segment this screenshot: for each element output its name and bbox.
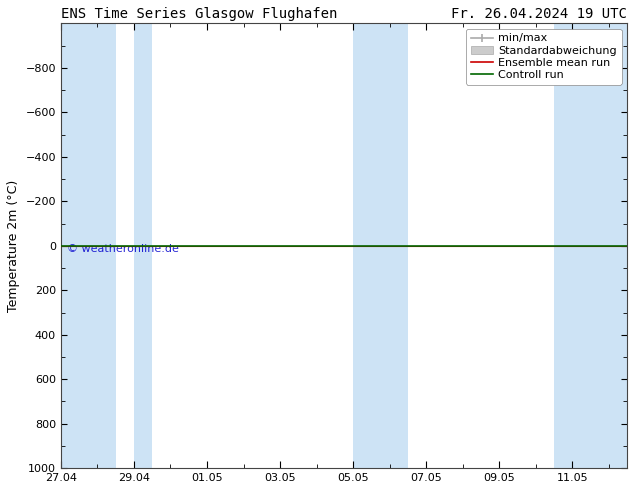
Y-axis label: Temperature 2m (°C): Temperature 2m (°C) xyxy=(7,180,20,312)
Bar xyxy=(353,24,408,468)
Text: Fr. 26.04.2024 19 UTC: Fr. 26.04.2024 19 UTC xyxy=(451,7,627,21)
Bar xyxy=(134,24,152,468)
Text: © weatheronline.de: © weatheronline.de xyxy=(67,244,178,254)
Bar xyxy=(554,24,627,468)
Text: ENS Time Series Glasgow Flughafen: ENS Time Series Glasgow Flughafen xyxy=(61,7,337,21)
Bar xyxy=(61,24,115,468)
Legend: min/max, Standardabweichung, Ensemble mean run, Controll run: min/max, Standardabweichung, Ensemble me… xyxy=(466,29,621,85)
